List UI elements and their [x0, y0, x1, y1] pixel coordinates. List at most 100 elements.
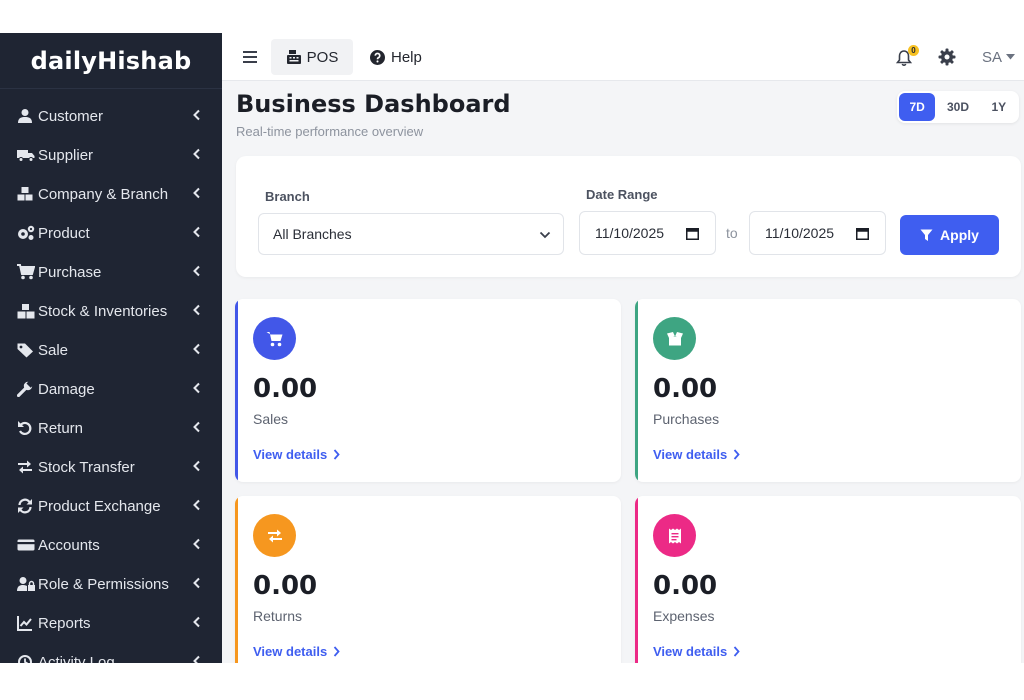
- sales-value: 0.00: [253, 374, 318, 404]
- chevron-left-icon: [193, 226, 200, 238]
- receipt-icon: [668, 528, 681, 543]
- credit-card-icon: [17, 537, 37, 553]
- expenses-label: Expenses: [653, 608, 715, 624]
- sidebar-item-label: Accounts: [38, 536, 100, 554]
- truck-icon: [17, 147, 37, 163]
- filter-card: Branch All Branches Date Range 11/10/202…: [236, 156, 1021, 277]
- brand-logo[interactable]: dailyHishab: [0, 33, 222, 89]
- chevron-left-icon: [193, 187, 200, 199]
- sidebar-item-label: Company & Branch: [38, 185, 169, 203]
- sidebar-item-stock-transfer[interactable]: Stock Transfer: [0, 450, 222, 484]
- undo-icon: [17, 420, 37, 436]
- expenses-view-details-link[interactable]: View details: [653, 644, 740, 659]
- view-details-label: View details: [253, 447, 328, 462]
- help-label: Help: [391, 48, 422, 66]
- chevron-left-icon: [193, 109, 200, 121]
- card-accent: [235, 299, 238, 482]
- sidebar-item-activity-log[interactable]: Activity Log: [0, 645, 222, 663]
- user-lock-icon: [17, 576, 37, 592]
- help-link[interactable]: Help: [370, 39, 422, 75]
- sidebar-item-label: Sale: [38, 341, 69, 359]
- sales-view-details-link[interactable]: View details: [253, 447, 340, 462]
- notification-count-badge: 0: [908, 45, 919, 56]
- sidebar-item-sale[interactable]: Sale: [0, 333, 222, 367]
- sidebar-item-label: Damage: [38, 380, 95, 398]
- expenses-icon-circle: [653, 514, 696, 557]
- chevron-left-icon: [193, 343, 200, 355]
- pos-button[interactable]: POS: [271, 39, 353, 75]
- exchange-icon: [267, 529, 282, 542]
- chevron-left-icon: [193, 265, 200, 277]
- branch-label: Branch: [265, 189, 310, 204]
- returns-value: 0.00: [253, 571, 318, 601]
- sidebar-item-customer[interactable]: Customer: [0, 99, 222, 133]
- calendar-icon[interactable]: [686, 227, 699, 240]
- sidebar-item-purchase[interactable]: Purchase: [0, 255, 222, 289]
- boxes-icon: [17, 303, 37, 319]
- sidebar-item-label: Reports: [38, 614, 91, 632]
- sidebar-item-damage[interactable]: Damage: [0, 372, 222, 406]
- chevron-left-icon: [193, 499, 200, 511]
- sidebar: dailyHishab Customer Supplier Company & …: [0, 33, 222, 663]
- range-30d-button[interactable]: 30D: [946, 100, 969, 114]
- sidebar-item-stock-inventories[interactable]: Stock & Inventories: [0, 294, 222, 328]
- sidebar-item-label: Return: [38, 419, 84, 437]
- exchange-icon: [17, 459, 37, 475]
- cogs-icon: [17, 225, 37, 241]
- sidebar-item-reports[interactable]: Reports: [0, 606, 222, 640]
- sidebar-item-supplier[interactable]: Supplier: [0, 138, 222, 172]
- apply-button[interactable]: Apply: [900, 215, 999, 255]
- branch-select[interactable]: All Branches: [258, 213, 564, 255]
- card-accent: [235, 496, 238, 663]
- filter-icon: [920, 229, 933, 241]
- date-range-separator: to: [726, 225, 738, 241]
- date-from-input[interactable]: 11/10/2025: [579, 211, 716, 255]
- gear-icon[interactable]: [938, 48, 956, 66]
- chevron-left-icon: [193, 421, 200, 433]
- chevron-right-icon: [334, 449, 340, 460]
- sidebar-item-return[interactable]: Return: [0, 411, 222, 445]
- cubes-icon: [17, 186, 37, 202]
- expenses-value: 0.00: [653, 571, 718, 601]
- user-menu[interactable]: SA: [982, 47, 1016, 67]
- sales-stat-card: 0.00 Sales View details: [235, 299, 621, 482]
- calendar-icon[interactable]: [856, 227, 869, 240]
- sidebar-item-accounts[interactable]: Accounts: [0, 528, 222, 562]
- purchases-stat-card: 0.00 Purchases View details: [635, 299, 1021, 482]
- sidebar-item-label: Stock & Inventories: [38, 302, 168, 320]
- returns-label: Returns: [253, 608, 303, 624]
- date-range-label: Date Range: [586, 187, 658, 202]
- top-navbar: POS Help 0 SA: [222, 33, 1024, 81]
- tags-icon: [17, 342, 37, 358]
- page-subtitle: Real-time performance overview: [236, 124, 424, 139]
- card-accent: [635, 299, 638, 482]
- branch-select-value: All Branches: [273, 226, 352, 242]
- shopping-cart-icon: [266, 331, 282, 346]
- question-circle-icon: [370, 49, 385, 65]
- sidebar-item-company-branch[interactable]: Company & Branch: [0, 177, 222, 211]
- sidebar-item-label: Supplier: [38, 146, 94, 164]
- range-7d-button[interactable]: 7D: [899, 93, 936, 121]
- returns-view-details-link[interactable]: View details: [253, 644, 340, 659]
- app-window: dailyHishab Customer Supplier Company & …: [0, 33, 1024, 663]
- page-title: Business Dashboard: [236, 90, 511, 118]
- date-to-input[interactable]: 11/10/2025: [749, 211, 886, 255]
- returns-icon-circle: [253, 514, 296, 557]
- sidebar-item-product-exchange[interactable]: Product Exchange: [0, 489, 222, 523]
- sidebar-item-label: Purchase: [38, 263, 102, 281]
- chevron-right-icon: [734, 449, 740, 460]
- range-1y-button[interactable]: 1Y: [991, 100, 1007, 114]
- sidebar-item-label: Stock Transfer: [38, 458, 135, 476]
- user-initials: SA: [982, 48, 1003, 66]
- chevron-right-icon: [334, 646, 340, 657]
- chevron-left-icon: [193, 460, 200, 472]
- notifications-button[interactable]: 0: [896, 45, 919, 69]
- chevron-left-icon: [193, 655, 200, 663]
- chevron-left-icon: [193, 304, 200, 316]
- sidebar-item-role-permissions[interactable]: Role & Permissions: [0, 567, 222, 601]
- cart-arrow-icon: [17, 264, 37, 280]
- sidebar-item-product[interactable]: Product: [0, 216, 222, 250]
- sidebar-item-label: Product Exchange: [38, 497, 161, 515]
- purchases-view-details-link[interactable]: View details: [653, 447, 740, 462]
- hamburger-menu-icon[interactable]: [241, 48, 259, 66]
